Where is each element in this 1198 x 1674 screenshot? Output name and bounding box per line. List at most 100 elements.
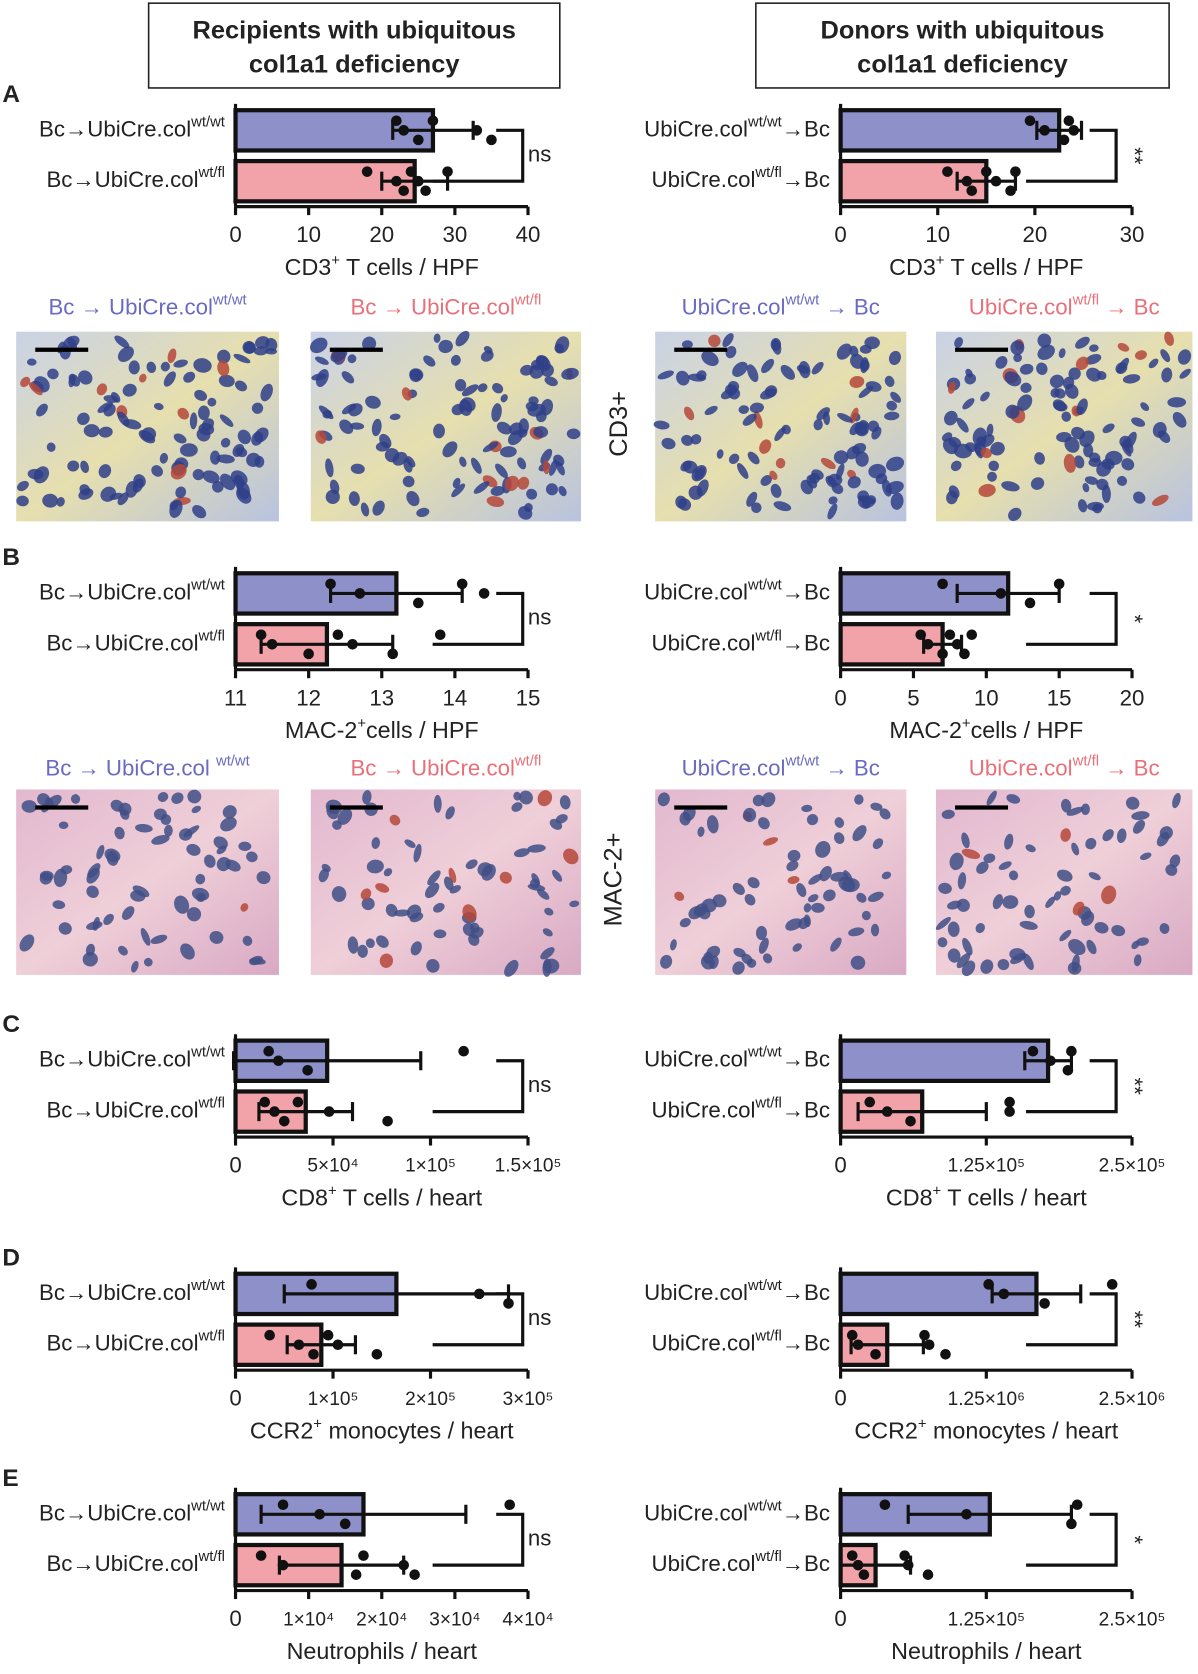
nucleus [888, 350, 901, 366]
nucleus [1131, 417, 1146, 427]
nucleus [383, 868, 393, 877]
data-point [902, 1559, 914, 1571]
nucleus [1064, 436, 1080, 453]
nucleus [980, 391, 990, 402]
significance-label: * [1122, 615, 1147, 624]
nucleus [859, 419, 870, 429]
nucleus [738, 405, 750, 414]
nucleus [890, 492, 904, 510]
nucleus [884, 411, 900, 421]
nucleus [806, 814, 819, 826]
micrograph [935, 789, 1193, 977]
nucleus [657, 370, 674, 380]
nucleus [413, 843, 422, 863]
category-label: UbiCre.colwt/fl→Bc [652, 628, 830, 655]
data-point [1058, 134, 1070, 146]
nucleus [192, 469, 205, 481]
nucleus [1117, 343, 1130, 352]
nucleus [98, 464, 112, 479]
micrograph [16, 789, 279, 975]
nucleus [1030, 477, 1045, 490]
nucleus [1037, 333, 1052, 348]
x-axis-label: CD8+ T cells / heart [281, 1183, 482, 1210]
nucleus [348, 491, 360, 506]
nucleus [722, 333, 734, 348]
nucleus [1089, 344, 1099, 352]
significance-label: ** [1122, 147, 1147, 165]
x-tick-label: 0 [229, 1386, 241, 1411]
nucleus [856, 892, 867, 903]
nucleus [371, 418, 382, 437]
nucleus [861, 910, 871, 921]
x-axis-label: CD3+ T cells / HPF [889, 253, 1083, 280]
header-text: col1a1 deficiency [249, 50, 460, 78]
data-point [306, 1279, 317, 1290]
nucleus [253, 346, 269, 356]
nucleus [462, 923, 476, 937]
nucleus [980, 447, 992, 459]
nucleus [28, 382, 43, 396]
nucleus [481, 863, 496, 881]
nucleus [1073, 455, 1085, 469]
nucleus [998, 861, 1012, 870]
panel-letter: B [2, 544, 20, 571]
nucleus [167, 348, 177, 364]
nucleus [160, 814, 172, 826]
nucleus [70, 794, 81, 804]
data-point [398, 125, 409, 136]
x-axis-label: Neutrophils / heart [287, 1638, 478, 1664]
data-point [332, 1339, 344, 1351]
nucleus [78, 370, 93, 385]
nucleus [819, 866, 832, 882]
nucleus [121, 906, 135, 920]
nucleus [379, 433, 392, 449]
nucleus [128, 360, 140, 375]
nucleus [1060, 885, 1071, 896]
data-point [922, 638, 934, 650]
nucleus [1008, 870, 1019, 881]
nucleus [350, 463, 365, 474]
data-point [458, 1045, 469, 1057]
data-point [981, 166, 992, 177]
nucleus [528, 396, 539, 405]
nucleus [371, 837, 381, 849]
nucleus [1075, 336, 1090, 349]
nucleus [828, 496, 838, 505]
nucleus [58, 922, 72, 935]
nucleus [157, 792, 169, 802]
nucleus [775, 458, 786, 469]
x-tick-label: 14 [443, 685, 468, 710]
nucleus [216, 454, 235, 464]
nucleus [80, 460, 90, 474]
nucleus [362, 336, 377, 351]
nucleus [103, 403, 116, 417]
data-point [347, 638, 358, 650]
x-tick-label: 1×10⁵ [308, 1389, 359, 1410]
nucleus [549, 818, 563, 830]
data-point [471, 125, 483, 136]
significance-label: ns [528, 605, 551, 630]
stain-label: CD3+ [605, 391, 633, 457]
data-point [263, 1045, 274, 1057]
nucleus [747, 877, 760, 889]
data-point [870, 1348, 881, 1360]
nucleus [249, 955, 263, 966]
data-point [308, 1348, 319, 1360]
nucleus [225, 859, 241, 872]
nucleus [520, 364, 534, 376]
x-tick-label: 1×10⁴ [283, 1609, 334, 1630]
nucleus [1131, 811, 1150, 821]
nucleus [322, 409, 333, 419]
bar [838, 1038, 1051, 1083]
nucleus [1140, 852, 1152, 861]
nucleus [803, 903, 812, 913]
nucleus [160, 361, 170, 372]
nucleus [92, 916, 100, 931]
nucleus [406, 490, 420, 507]
nucleus [234, 380, 248, 392]
nucleus [561, 367, 579, 380]
nucleus [52, 900, 66, 910]
nucleus [1172, 792, 1181, 809]
nucleus [544, 376, 558, 387]
category-label: Bc→UbiCre.colwt/fl [46, 1328, 224, 1355]
